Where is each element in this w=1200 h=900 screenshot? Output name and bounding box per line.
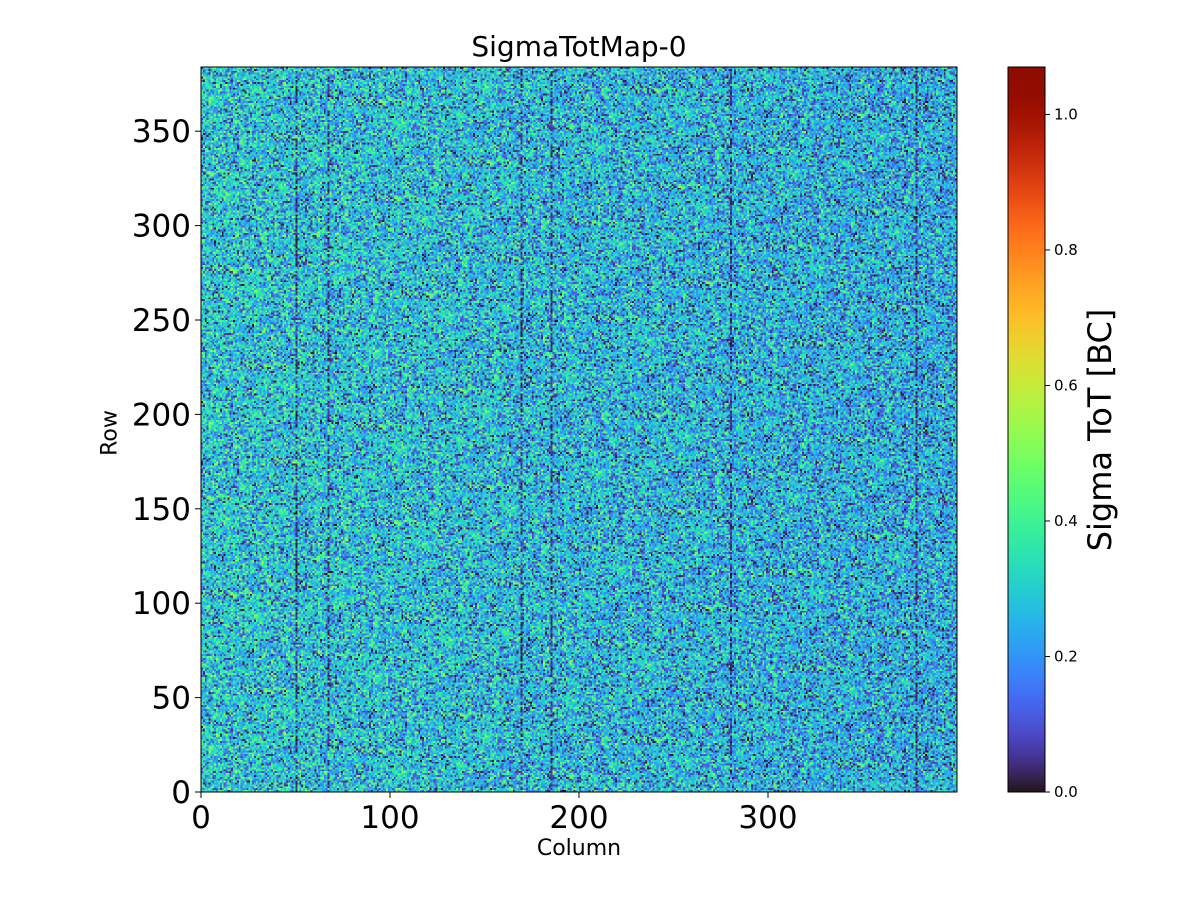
colorbar-gradient xyxy=(1008,67,1045,792)
y-tick-label: 150 xyxy=(132,492,191,528)
colorbar-tick-label: 1.0 xyxy=(1054,105,1078,123)
plot-frame xyxy=(200,66,958,793)
x-tick-label: 300 xyxy=(738,800,797,836)
heatmap-image xyxy=(201,67,957,792)
colorbar-frame xyxy=(1007,66,1046,793)
x-tick-label: 200 xyxy=(549,800,608,836)
chart-title: SigmaTotMap-0 xyxy=(471,30,687,63)
y-tick-label: 200 xyxy=(132,397,191,433)
y-tick-label: 350 xyxy=(132,114,191,150)
y-tick-label: 0 xyxy=(171,775,191,811)
x-tick-label: 0 xyxy=(191,800,211,836)
y-tick-label: 250 xyxy=(132,303,191,339)
y-tick-label: 300 xyxy=(132,209,191,245)
colorbar-tick-label: 0.6 xyxy=(1054,376,1078,394)
y-tick-label: 50 xyxy=(152,681,191,717)
colorbar-tick-label: 0.8 xyxy=(1054,241,1078,259)
colorbar-tick-label: 0.4 xyxy=(1054,512,1078,530)
y-axis-label: Row xyxy=(97,410,123,456)
x-tick-label: 100 xyxy=(360,800,419,836)
colorbar-label: Sigma ToT [BC] xyxy=(1081,308,1119,552)
colorbar-tick-label: 0.0 xyxy=(1054,783,1078,801)
y-tick-label: 100 xyxy=(132,586,191,622)
x-axis-label: Column xyxy=(536,836,622,861)
colorbar-tick-label: 0.2 xyxy=(1054,647,1078,665)
